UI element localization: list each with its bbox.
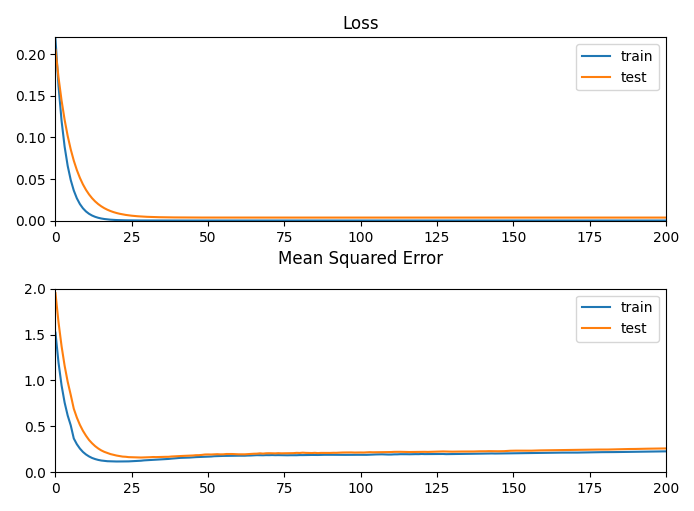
test: [311, 450, 319, 456]
test: [106, 208, 115, 214]
Line: train: train: [56, 39, 666, 221]
test: [381, 215, 389, 221]
train: [51, 36, 60, 42]
test: [661, 215, 670, 221]
train: [311, 452, 319, 458]
test: [51, 47, 60, 53]
train: [613, 218, 621, 224]
Line: test: test: [56, 50, 666, 218]
test: [54, 319, 62, 326]
test: [137, 454, 145, 460]
train: [106, 217, 115, 223]
test: [661, 446, 670, 452]
test: [106, 451, 115, 457]
train: [277, 452, 285, 458]
Legend: train, test: train, test: [577, 44, 659, 90]
test: [274, 215, 282, 221]
train: [115, 458, 124, 464]
Line: train: train: [56, 333, 666, 461]
Title: Loss: Loss: [342, 15, 379, 33]
X-axis label: Mean Squared Error: Mean Squared Error: [278, 250, 443, 268]
train: [106, 458, 115, 464]
train: [384, 452, 392, 458]
train: [54, 83, 62, 89]
test: [277, 450, 285, 456]
train: [274, 218, 282, 224]
test: [54, 75, 62, 81]
train: [661, 218, 670, 224]
test: [610, 215, 618, 221]
train: [488, 218, 496, 224]
train: [51, 330, 60, 336]
test: [307, 215, 316, 221]
train: [307, 218, 316, 224]
Legend: train, test: train, test: [577, 296, 659, 342]
test: [51, 290, 60, 296]
train: [613, 449, 621, 455]
train: [381, 218, 389, 224]
Line: test: test: [56, 293, 666, 457]
train: [661, 448, 670, 454]
test: [613, 446, 621, 452]
train: [54, 360, 62, 366]
test: [384, 449, 392, 455]
